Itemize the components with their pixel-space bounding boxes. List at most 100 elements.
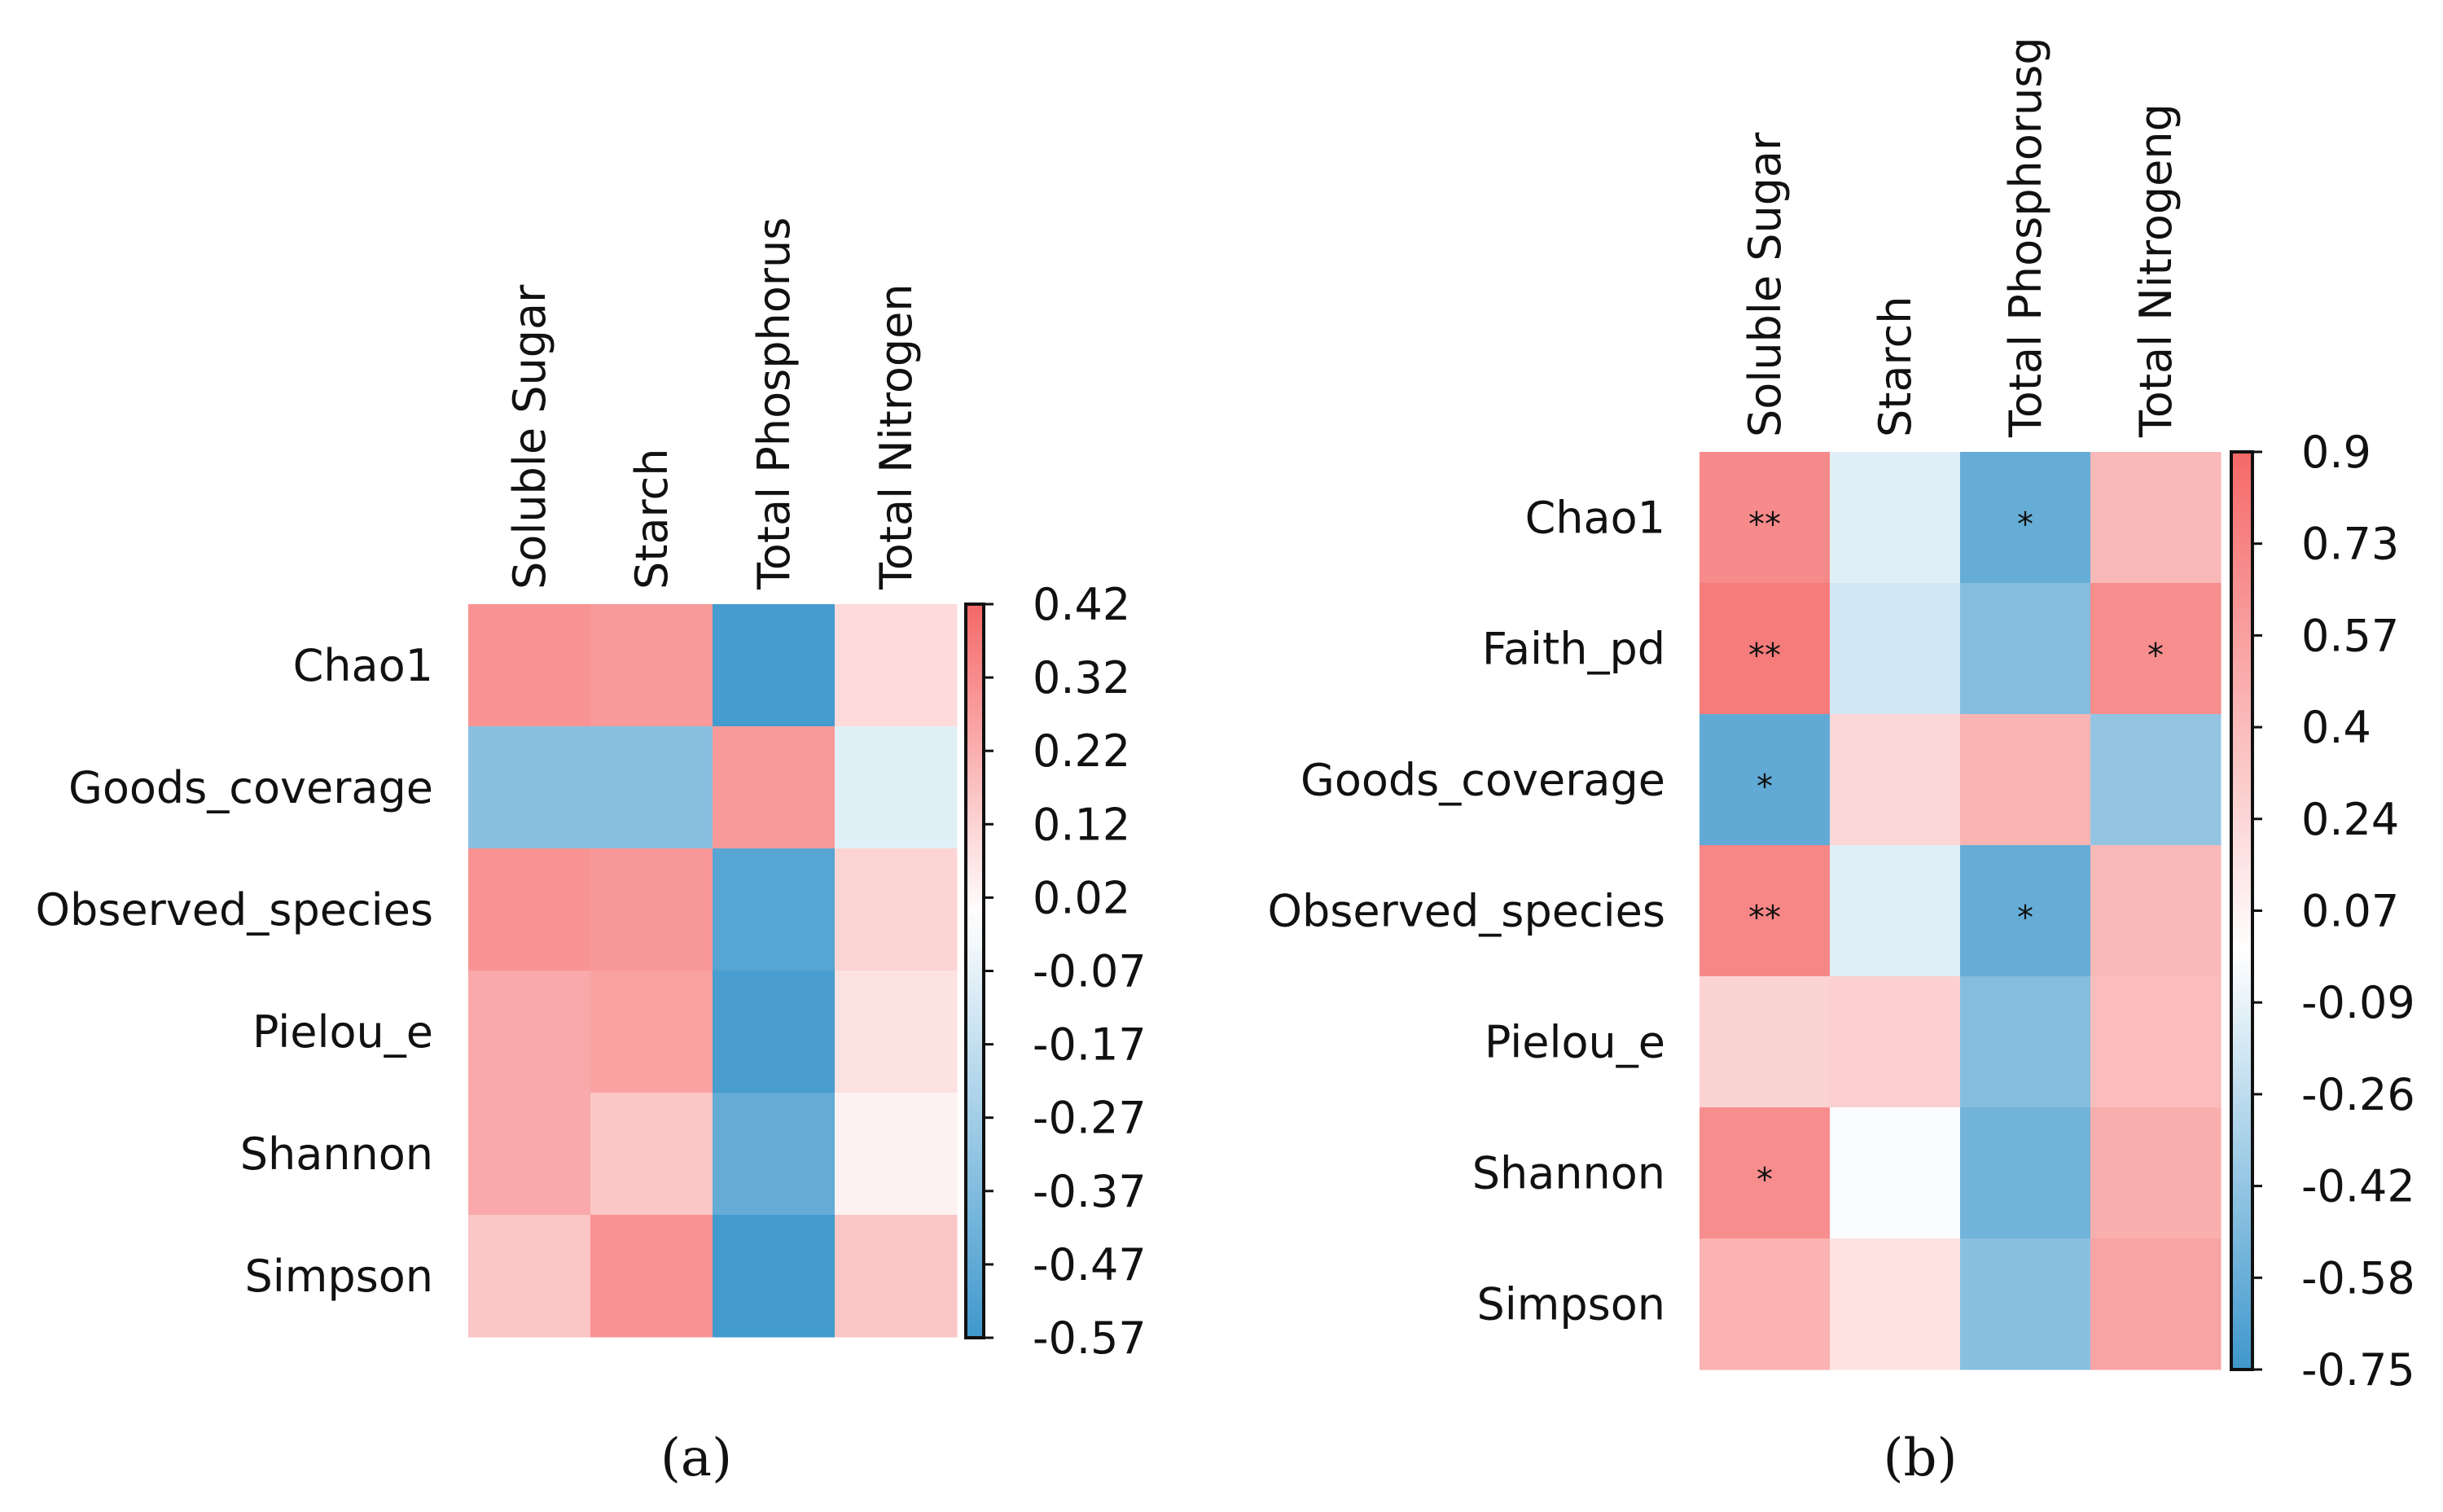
- heatmap-b-significance-r0-c2: *: [2017, 506, 2033, 544]
- heatmap-a-cell-r3-c2: [713, 971, 836, 1093]
- panel-caption-b: (b): [1884, 1428, 1958, 1488]
- heatmap-b-row-label: Faith_pd: [1482, 624, 1665, 675]
- heatmap-b-row-label: Pielou_e: [1485, 1017, 1665, 1068]
- heatmap-a-cells: [468, 604, 958, 1338]
- heatmap-b-row-label: Goods_coverage: [1300, 755, 1665, 806]
- heatmap-b-cell-r0-c1: [1830, 452, 1961, 584]
- heatmap-b-cell-r2-c1: [1830, 714, 1961, 846]
- heatmap-b-column-label: Total Nitrogeng: [2130, 103, 2182, 438]
- heatmap-a-row-label: Goods_coverage: [68, 762, 433, 813]
- heatmap-b-significance-r5-c0: *: [1757, 1162, 1773, 1199]
- heatmap-b-row-label: Shannon: [1472, 1148, 1665, 1199]
- heatmap-a-colorbar-tick-label: 0.22: [1033, 725, 1130, 777]
- heatmap-b-significance-r1-c0: **: [1748, 638, 1781, 675]
- heatmap-b-row-label: Simpson: [1476, 1279, 1665, 1330]
- heatmap-b-column-label: Starch: [1870, 296, 1921, 437]
- heatmap-b-cell-r0-c0: [1700, 452, 1831, 584]
- heatmap-a-colorbar-tick-label: 0.02: [1033, 872, 1130, 923]
- panel-caption-a: (a): [660, 1428, 732, 1488]
- heatmap-a-cell-r0-c2: [713, 604, 836, 727]
- heatmap-b-colorbar-tick-label: -0.75: [2301, 1344, 2415, 1396]
- heatmap-a-colorbar-tick-label: -0.27: [1033, 1093, 1147, 1144]
- heatmap-a-row-labels: Chao1 Goods_coverage Observed_species Pielo…: [36, 640, 433, 1302]
- heatmap-b-cell-r4-c3: [2090, 976, 2222, 1108]
- heatmap-b-cell-r0-c3: [2090, 452, 2222, 584]
- heatmap-b-row-label: Observed_species: [1268, 886, 1665, 937]
- heatmap-b-colorbar-tick-label: 0.24: [2301, 794, 2399, 845]
- heatmap-b-cell-r1-c2: [1960, 583, 2091, 715]
- heatmap-b-cell-r6-c2: [1960, 1238, 2091, 1370]
- heatmap-b-cell-r5-c0: [1700, 1107, 1831, 1239]
- heatmap-b-cell-r1-c0: [1700, 583, 1831, 715]
- heatmap-a-cell-r2-c1: [590, 848, 713, 971]
- heatmap-b-cell-r1-c3: [2090, 583, 2222, 715]
- heatmap-b-cell-r3-c1: [1830, 845, 1961, 977]
- heatmap-a-cell-r3-c3: [835, 971, 958, 1093]
- heatmap-b-cell-r2-c0: [1700, 714, 1831, 846]
- heatmap-a-column-label: Total Phosphorus: [748, 217, 800, 590]
- heatmap-a-colorbar-tick-label: 0.32: [1033, 652, 1130, 703]
- heatmap-a-row-label: Simpson: [244, 1251, 433, 1302]
- heatmap-b-cell-r6-c3: [2090, 1238, 2222, 1370]
- heatmap-a-cell-r4-c0: [468, 1093, 591, 1216]
- heatmap-b-cell-r4-c0: [1700, 976, 1831, 1108]
- heatmap-b-cell-r3-c0: [1700, 845, 1831, 977]
- heatmap-a-row-label: Observed_species: [36, 884, 433, 936]
- heatmap-a-row-label: Shannon: [240, 1129, 433, 1180]
- heatmap-a-cell-r0-c3: [835, 604, 958, 727]
- heatmap-a-colorbar-bar: [964, 603, 985, 1339]
- heatmap-a-colorbar: 0.42 0.32 0.22 0.12 0.02 -0.07 -0.17 -0.27 -0.37…: [964, 579, 1147, 1364]
- heatmap-a-column-label: Starch: [626, 449, 678, 589]
- heatmap-b-cell-r4-c1: [1830, 976, 1961, 1108]
- heatmap-b-significance-r3-c0: **: [1748, 900, 1781, 937]
- heatmap-a-column-labels: Soluble Sugar Starch Total Phosphorus Total…: [504, 217, 922, 590]
- heatmap-a-cell-r5-c2: [713, 1215, 836, 1338]
- heatmap-a-row-label: Pielou_e: [252, 1006, 433, 1058]
- heatmap-b-cell-r1-c1: [1830, 583, 1961, 715]
- heatmap-b-row-label: Chao1: [1525, 493, 1665, 544]
- heatmap-a-colorbar-tick-label: -0.37: [1033, 1166, 1147, 1217]
- heatmap-a-cell-r2-c3: [835, 848, 958, 971]
- heatmap-b-colorbar-tick-label: 0.73: [2301, 519, 2399, 570]
- heatmap-b-row-labels: Chao1 Faith_pd Goods_coverage Observed_spec…: [1268, 493, 1665, 1330]
- heatmap-a-cell-r4-c1: [590, 1093, 713, 1216]
- heatmap-b-significance: ** *** **** **: [1748, 506, 2164, 1199]
- heatmap-a-colorbar-tick-label: -0.07: [1033, 946, 1147, 997]
- heatmap-a-cell-r1-c3: [835, 726, 958, 849]
- heatmap-a-cell-r1-c1: [590, 726, 713, 849]
- heatmap-b-cell-r5-c2: [1960, 1107, 2091, 1239]
- heatmap-b-colorbar-tick-label: 0.9: [2301, 427, 2371, 478]
- heatmap-b-significance-r0-c0: **: [1748, 506, 1781, 544]
- heatmap-a-cell-r2-c0: [468, 848, 591, 971]
- heatmap-a-row-label: Chao1: [293, 640, 433, 691]
- heatmap-b-colorbar-tick-label: 0.07: [2301, 886, 2399, 937]
- heatmap-a-column-label: Total Nitrogen: [871, 283, 922, 590]
- heatmap-a-cell-r0-c1: [590, 604, 713, 727]
- heatmap-a-cell-r1-c0: [468, 726, 591, 849]
- heatmap-a-cell-r2-c2: [713, 848, 836, 971]
- heatmap-b-colorbar-tick-label: -0.58: [2301, 1252, 2415, 1304]
- heatmap-a-cell-r0-c0: [468, 604, 591, 727]
- heatmap-a-cell-r5-c3: [835, 1215, 958, 1338]
- heatmap-b-significance-r2-c0: *: [1757, 769, 1773, 806]
- heatmap-b-cell-r6-c0: [1700, 1238, 1831, 1370]
- heatmap-a-cell-r5-c1: [590, 1215, 713, 1338]
- heatmap-b-cell-r4-c2: [1960, 976, 2091, 1108]
- heatmap-b-cell-r5-c3: [2090, 1107, 2222, 1239]
- heatmap-a-cell-r4-c3: [835, 1093, 958, 1216]
- heatmap-panel-b: ** *** **** ** Chao1Faith_pdGoods_coverageO…: [1268, 37, 2415, 1488]
- heatmap-b-cell-r3-c2: [1960, 845, 2091, 977]
- heatmap-b-column-label: Total Phosphorusg: [2000, 37, 2051, 438]
- heatmap-b-cell-r6-c1: [1830, 1238, 1961, 1370]
- heatmap-a-cell-r4-c2: [713, 1093, 836, 1216]
- heatmap-b-significance-r3-c2: *: [2017, 900, 2033, 937]
- heatmap-b-significance-r1-c3: *: [2147, 638, 2164, 675]
- heatmap-b-colorbar-tick-label: -0.26: [2301, 1069, 2415, 1120]
- heatmap-b-cell-r0-c2: [1960, 452, 2091, 584]
- heatmap-b-cell-r3-c3: [2090, 845, 2222, 977]
- heatmap-a-cell-r5-c0: [468, 1215, 591, 1338]
- heatmap-b-column-labels: Soluble Sugar Starch Total Phosphorusg Tota…: [1739, 37, 2182, 438]
- heatmap-b-colorbar-bar: [2230, 450, 2254, 1371]
- heatmap-b-colorbar: 0.9 0.73 0.57 0.4 0.24 0.07 -0.09 -0.26 -0.42 -0.…: [2230, 427, 2415, 1396]
